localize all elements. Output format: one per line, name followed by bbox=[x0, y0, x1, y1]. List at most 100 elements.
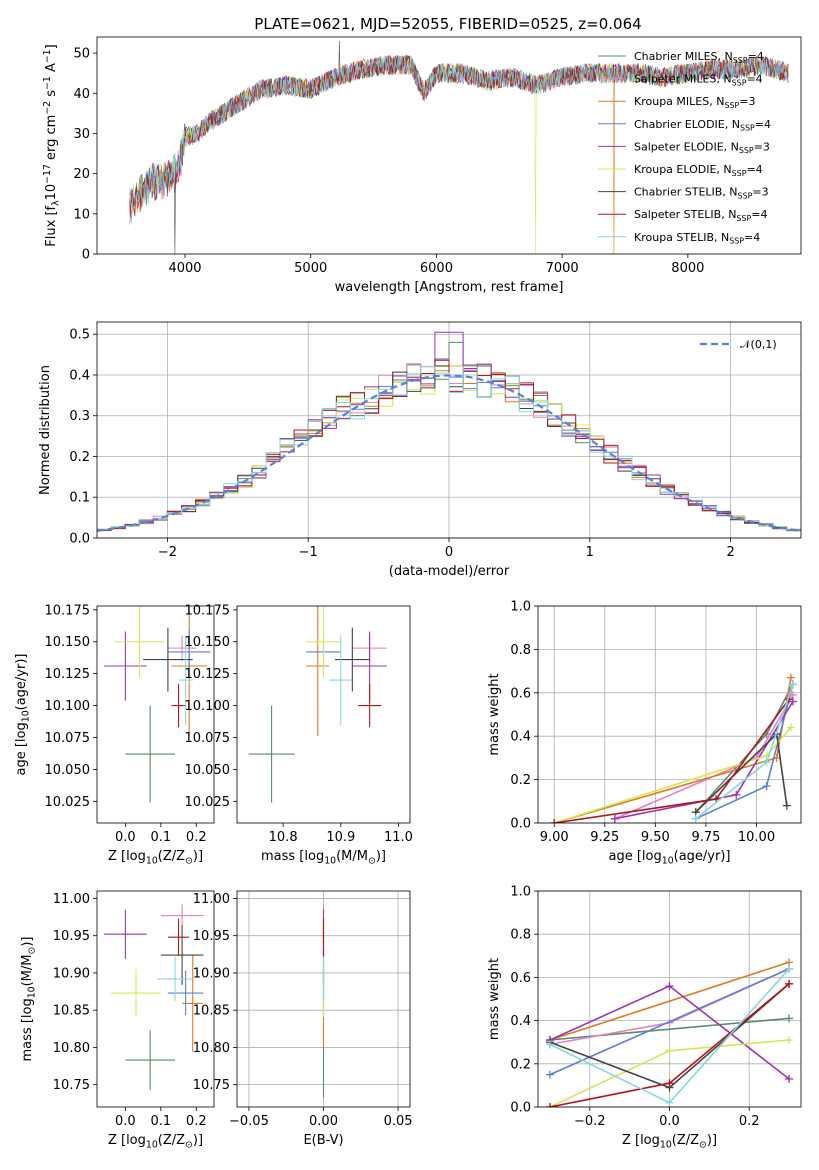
plus-marker bbox=[545, 1070, 554, 1079]
x-tick-label: 7000 bbox=[546, 261, 579, 276]
y-tick-label: 40 bbox=[73, 87, 90, 102]
errorbar-point bbox=[104, 909, 147, 959]
plus-marker bbox=[785, 1014, 794, 1023]
y-tick-label: 10.125 bbox=[45, 667, 91, 682]
legend-entry: Kroupa STELIB, NSSP=4 bbox=[634, 231, 760, 246]
x-tick-label: 4000 bbox=[168, 261, 201, 276]
plus-marker bbox=[788, 680, 797, 689]
y-tick-label: 20 bbox=[73, 167, 90, 182]
y-tick-label: 10.100 bbox=[45, 699, 91, 714]
x-tick-label: 1 bbox=[586, 545, 594, 560]
x-axis-label: (data-model)/error bbox=[389, 564, 510, 579]
y-tick-label: 10.025 bbox=[45, 795, 91, 810]
y-tick-label: 0.0 bbox=[510, 817, 531, 832]
y-tick-label: 10.80 bbox=[193, 1041, 230, 1056]
errorbar-point bbox=[167, 918, 190, 956]
y-axis-label: mass weight bbox=[487, 673, 502, 755]
plus-marker bbox=[665, 1046, 674, 1055]
y-tick-label: 0.5 bbox=[69, 328, 90, 343]
legend: 𝒩(0,1) bbox=[700, 338, 777, 351]
errorbar-point bbox=[160, 904, 204, 927]
x-tick-label: 10.00 bbox=[738, 830, 775, 845]
y-tick-label: 10.90 bbox=[53, 966, 90, 981]
panel-mass-weight-vs-age: 9.00 9.25 9.50 9.75 10.00 0.0 0.2 0.4 0.6 0.8 1.0 a… bbox=[487, 600, 802, 866]
plus-marker bbox=[782, 801, 791, 810]
legend-entry: Salpeter STELIB, NSSP=4 bbox=[634, 208, 767, 223]
y-tick-label: 10.175 bbox=[45, 603, 91, 618]
x-axis-label: Z [log10(Z/Z⊙)] bbox=[108, 849, 203, 866]
plus-marker bbox=[550, 819, 559, 823]
plus-marker bbox=[732, 790, 741, 799]
y-tick-label: 0.1 bbox=[69, 491, 90, 506]
x-axis-label: wavelength [Angstrom, rest frame] bbox=[335, 280, 564, 295]
axes-frame bbox=[96, 890, 215, 1108]
y-tick-label: 0.4 bbox=[510, 1014, 531, 1029]
y-tick-label: 0.0 bbox=[510, 1101, 531, 1116]
x-tick-label: 0.2 bbox=[186, 1114, 207, 1129]
x-tick-label: −0.05 bbox=[229, 1114, 269, 1129]
y-tick-label: 50 bbox=[73, 47, 90, 62]
y-tick-label: 0.8 bbox=[510, 643, 531, 658]
y-tick-label: 10.75 bbox=[193, 1078, 230, 1093]
legend-entry: Kroupa MILES, NSSP=3 bbox=[634, 95, 755, 110]
plus-marker bbox=[545, 1103, 554, 1107]
legend-entry: Salpeter ELODIE, NSSP=3 bbox=[634, 140, 770, 155]
axes-frame bbox=[537, 605, 802, 824]
plus-marker bbox=[786, 673, 795, 682]
errorbar-point bbox=[125, 1030, 175, 1090]
y-axis-label: Flux [fλ10−17 erg cm−2 s−1 A−1] bbox=[42, 44, 61, 246]
x-tick-label: −0.2 bbox=[574, 1114, 606, 1129]
y-tick-label: 1.0 bbox=[510, 600, 531, 615]
x-tick-label: −2 bbox=[158, 545, 177, 560]
weight-line bbox=[553, 726, 792, 823]
y-axis-label: age [log10(age/yr)] bbox=[14, 654, 31, 776]
x-tick-label: 0.00 bbox=[309, 1114, 338, 1129]
errorbar-point bbox=[114, 606, 165, 678]
plus-marker bbox=[762, 782, 771, 791]
x-tick-label: 9.50 bbox=[641, 830, 670, 845]
plus-marker bbox=[665, 1098, 674, 1107]
x-tick-label: 10.9 bbox=[326, 830, 355, 845]
y-tick-label: 0.4 bbox=[510, 730, 531, 745]
x-tick-label: 6000 bbox=[420, 261, 453, 276]
x-tick-label: −1 bbox=[299, 545, 318, 560]
y-tick-label: 10.075 bbox=[185, 731, 231, 746]
legend-entry: Salpeter MILES, NSSP=4 bbox=[634, 73, 763, 88]
x-axis-label: Z [log10(Z/Z⊙)] bbox=[108, 1133, 203, 1150]
panel-age-vs-mass: 10.8 10.9 11.0 10.025 10.050 10.075 10.100 10.1… bbox=[185, 603, 413, 866]
y-tick-label: 10.95 bbox=[193, 929, 230, 944]
y-tick-label: 0.2 bbox=[510, 1057, 531, 1072]
errorbar-point bbox=[157, 956, 193, 1002]
axes-frame bbox=[236, 605, 411, 824]
y-tick-label: 0.6 bbox=[510, 686, 531, 701]
y-axis-label: mass [log10(M/M⊙)] bbox=[20, 937, 37, 1062]
x-tick-label: 9.75 bbox=[691, 830, 720, 845]
y-tick-label: 10.90 bbox=[193, 966, 230, 981]
panel-mass-vs-EBV: −0.05 0.00 0.05 10.75 10.80 10.85 10.90 10.95 11… bbox=[193, 890, 413, 1148]
plus-marker bbox=[665, 1079, 674, 1088]
panel-residual-histogram: −2 −1 0 1 2 0.0 0.1 0.2 0.3 0.4 0.5 (data-model)/er… bbox=[38, 321, 802, 579]
x-axis-label: age [log10(age/yr)] bbox=[609, 849, 731, 866]
panel-mass-weight-vs-Z: −0.2 0.0 0.2 0.0 0.2 0.4 0.6 0.8 1.0 Z [log10(Z/Z… bbox=[487, 885, 802, 1150]
y-tick-label: 10.75 bbox=[53, 1078, 90, 1093]
plot-area bbox=[550, 673, 797, 823]
y-tick-label: 0.6 bbox=[510, 971, 531, 986]
y-tick-label: 10.95 bbox=[53, 929, 90, 944]
plot-area bbox=[104, 606, 211, 803]
y-tick-label: 0.0 bbox=[69, 532, 90, 547]
errorbar-point bbox=[125, 705, 175, 803]
errorbar-point bbox=[171, 683, 186, 728]
weight-line bbox=[549, 961, 790, 1041]
errorbar-point bbox=[335, 627, 370, 692]
errorbar-point bbox=[178, 635, 193, 725]
y-tick-label: 11.00 bbox=[53, 892, 90, 907]
errorbar-point bbox=[167, 635, 197, 661]
errorbar-point bbox=[248, 705, 295, 803]
y-tick-label: 10.125 bbox=[185, 667, 231, 682]
plus-marker bbox=[785, 964, 794, 973]
legend-entry: 𝒩(0,1) bbox=[740, 338, 777, 351]
x-tick-label: 0 bbox=[445, 545, 453, 560]
x-tick-label: 10.8 bbox=[269, 830, 298, 845]
plus-marker bbox=[788, 697, 797, 706]
